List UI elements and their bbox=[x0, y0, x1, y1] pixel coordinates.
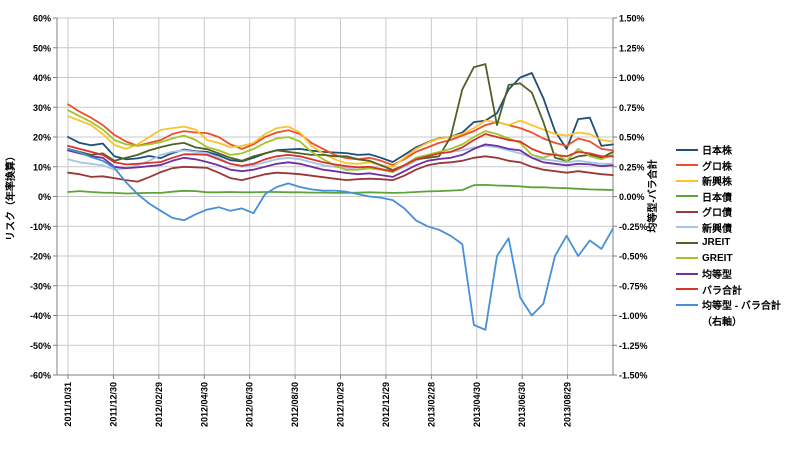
legend-swatch bbox=[676, 303, 698, 306]
legend-item: JREIT bbox=[676, 235, 800, 251]
series-line-JREIT bbox=[67, 63, 614, 171]
series-line-日本株 bbox=[67, 72, 614, 163]
legend-swatch bbox=[676, 272, 698, 275]
legend-label: GREIT bbox=[702, 252, 733, 264]
right-axis-tick-label: 0.75% bbox=[619, 103, 645, 113]
legend-item: 新興株 bbox=[676, 173, 800, 189]
x-axis-tick-label: 2013/08/29 bbox=[563, 382, 573, 427]
legend-item: グロ株 bbox=[676, 158, 800, 174]
series-lines bbox=[67, 63, 614, 331]
right-axis-tick-label: -1.50% bbox=[619, 371, 648, 381]
right-axis-tick-label: -1.00% bbox=[619, 311, 648, 321]
left-axis-tick-label: 0% bbox=[38, 192, 51, 202]
series-line-均等型 - バラ合計 bbox=[67, 147, 614, 331]
right-axis-title: 均等型-バラ合計 bbox=[646, 159, 659, 232]
series-line-GREIT bbox=[67, 109, 614, 174]
right-axis-tick-label: -0.25% bbox=[619, 222, 648, 232]
x-axis-tick-label: 2011/10/31 bbox=[63, 382, 73, 427]
legend: 日本株グロ株新興株日本債グロ債新興債 JREIT GREIT 均等型バラ合計均等型 -… bbox=[676, 142, 800, 328]
legend-swatch bbox=[676, 179, 698, 182]
left-axis-title: リスク（年率換算） bbox=[4, 151, 17, 241]
legend-swatch bbox=[676, 195, 698, 198]
left-axis-tick-label: -10% bbox=[30, 222, 51, 232]
x-axis-tick-label: 2012/10/29 bbox=[336, 382, 346, 427]
x-axis-tick-label: 2013/02/28 bbox=[426, 382, 436, 427]
x-axis-tick-label: 2013/04/30 bbox=[472, 382, 482, 427]
right-axis-tick-label: -0.75% bbox=[619, 281, 648, 291]
axes bbox=[53, 17, 617, 379]
legend-label-note: （右軸） bbox=[702, 316, 742, 328]
left-axis-tick-label: -20% bbox=[30, 252, 51, 262]
left-axis-tick-label: -50% bbox=[30, 341, 51, 351]
legend-item: GREIT bbox=[676, 251, 800, 267]
left-axis-tick-label: -60% bbox=[30, 371, 51, 381]
series-line-均等型 bbox=[67, 143, 614, 178]
series-line-新興株 bbox=[67, 115, 614, 168]
legend-label: 均等型 - バラ合計 bbox=[702, 301, 781, 313]
legend-swatch bbox=[676, 241, 698, 244]
legend-label: 日本株 bbox=[702, 146, 732, 158]
left-axis-tick-label: 40% bbox=[33, 73, 51, 83]
series-line-バラ合計 bbox=[67, 133, 614, 173]
legend-item: 均等型 - バラ合計 bbox=[676, 297, 800, 313]
series-line-日本債 bbox=[67, 183, 614, 195]
legend-label: 新興株 bbox=[702, 177, 732, 189]
legend-item: グロ債 bbox=[676, 204, 800, 220]
legend-swatch bbox=[676, 226, 698, 229]
x-axis-tick-label: 2012/06/30 bbox=[245, 382, 255, 427]
left-axis-tick-label: 10% bbox=[33, 162, 51, 172]
tick-labels: 60% 1.50% 50% 1.25% 40% 1.00% 30% 0.75% 20% 0.50%… bbox=[30, 14, 648, 428]
legend-swatch bbox=[676, 148, 698, 151]
legend-label: グロ債 bbox=[702, 208, 732, 220]
legend-swatch bbox=[676, 288, 698, 291]
left-axis-tick-label: 20% bbox=[33, 133, 51, 143]
x-axis-tick-label: 2013/06/30 bbox=[517, 382, 527, 427]
legend-item: 日本債 bbox=[676, 189, 800, 205]
legend-label: 日本債 bbox=[702, 192, 732, 204]
legend-label: 均等型 bbox=[702, 270, 732, 282]
right-axis-tick-label: 0.50% bbox=[619, 133, 645, 143]
legend-swatch bbox=[676, 210, 698, 213]
x-axis-tick-label: 2012/02/29 bbox=[154, 382, 164, 427]
left-axis-tick-label: 30% bbox=[33, 103, 51, 113]
legend-item: 均等型 bbox=[676, 266, 800, 282]
series-line-グロ債 bbox=[67, 155, 614, 183]
right-axis-tick-label: 1.25% bbox=[619, 43, 645, 53]
legend-label: 新興債 bbox=[702, 223, 732, 235]
right-axis-tick-label: 0.25% bbox=[619, 162, 645, 172]
legend-item: バラ合計 bbox=[676, 282, 800, 298]
left-axis-tick-label: -40% bbox=[30, 311, 51, 321]
legend-item: 新興債 bbox=[676, 220, 800, 236]
legend-swatch bbox=[676, 257, 698, 260]
x-axis-tick-label: 2011/12/30 bbox=[108, 382, 118, 427]
right-axis-tick-label: 1.00% bbox=[619, 73, 645, 83]
right-axis-tick-label: -1.25% bbox=[619, 341, 648, 351]
x-axis-tick-label: 2012/04/30 bbox=[199, 382, 209, 427]
left-axis-tick-label: 60% bbox=[33, 14, 51, 24]
x-axis-tick-label: 2012/12/29 bbox=[381, 382, 391, 427]
right-axis-tick-label: 1.50% bbox=[619, 14, 645, 24]
left-axis-tick-label: -30% bbox=[30, 281, 51, 291]
legend-swatch bbox=[676, 164, 698, 167]
right-axis-tick-label: -0.50% bbox=[619, 252, 648, 262]
legend-label: バラ合計 bbox=[702, 285, 742, 297]
x-axis-tick-label: 2012/08/30 bbox=[290, 382, 300, 427]
legend-label: JREIT bbox=[702, 237, 731, 249]
legend-item: 日本株 bbox=[676, 142, 800, 158]
right-axis-tick-label: 0.00% bbox=[619, 192, 645, 202]
left-axis-tick-label: 50% bbox=[33, 43, 51, 53]
legend-label: グロ株 bbox=[702, 161, 732, 173]
